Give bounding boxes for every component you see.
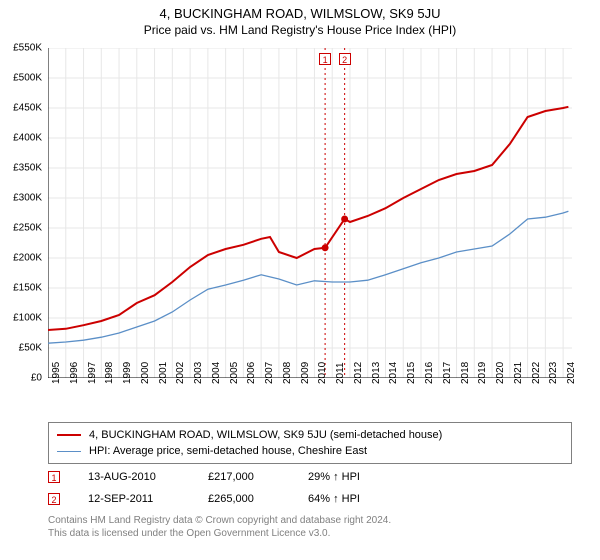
- transaction-date: 12-SEP-2011: [88, 493, 208, 505]
- x-axis-label: 2005: [229, 362, 240, 384]
- chart: £0£50K£100K£150K£200K£250K£300K£350K£400…: [48, 48, 572, 378]
- footer-line-1: Contains HM Land Registry data © Crown c…: [48, 514, 391, 527]
- legend: 4, BUCKINGHAM ROAD, WILMSLOW, SK9 5JU (s…: [48, 422, 572, 464]
- x-axis-label: 2010: [317, 362, 328, 384]
- transaction-table: 1 13-AUG-2010£217,00029% ↑ HPI 2 12-SEP-201…: [48, 466, 408, 510]
- y-axis-label: £150K: [13, 283, 42, 294]
- x-axis-label: 2021: [513, 362, 524, 384]
- y-axis-label: £300K: [13, 193, 42, 204]
- x-axis-label: 2011: [335, 362, 346, 384]
- transaction-marker: 2: [339, 53, 351, 65]
- transaction-number-box: 1: [48, 471, 60, 483]
- legend-item: 4, BUCKINGHAM ROAD, WILMSLOW, SK9 5JU (s…: [57, 427, 563, 443]
- y-axis-label: £0: [31, 373, 42, 384]
- x-axis-label: 2015: [406, 362, 417, 384]
- x-axis-label: 2008: [282, 362, 293, 384]
- x-axis-label: 2023: [548, 362, 559, 384]
- x-axis-label: 2024: [566, 362, 577, 384]
- x-axis-label: 2013: [371, 362, 382, 384]
- x-axis-label: 1997: [87, 362, 98, 384]
- x-axis-label: 2000: [140, 362, 151, 384]
- y-axis-label: £250K: [13, 223, 42, 234]
- x-axis-label: 2020: [495, 362, 506, 384]
- y-axis-label: £400K: [13, 133, 42, 144]
- x-axis-label: 1998: [104, 362, 115, 384]
- x-axis-label: 2019: [477, 362, 488, 384]
- legend-label: HPI: Average price, semi-detached house,…: [89, 445, 367, 457]
- footer-line-2: This data is licensed under the Open Gov…: [48, 527, 391, 540]
- transaction-hpi: 29% ↑ HPI: [308, 471, 408, 483]
- x-axis-label: 2009: [300, 362, 311, 384]
- x-axis-label: 2014: [388, 362, 399, 384]
- y-axis-label: £50K: [19, 343, 42, 354]
- transaction-row: 2 12-SEP-2011£265,00064% ↑ HPI: [48, 488, 408, 510]
- y-axis-label: £550K: [13, 43, 42, 54]
- chart-svg: [48, 48, 572, 378]
- transaction-marker: 1: [319, 53, 331, 65]
- x-axis-label: 1995: [51, 362, 62, 384]
- x-axis-label: 1996: [69, 362, 80, 384]
- x-axis-label: 2006: [246, 362, 257, 384]
- page-subtitle: Price paid vs. HM Land Registry's House …: [0, 21, 600, 37]
- y-axis-label: £350K: [13, 163, 42, 174]
- x-axis-label: 2004: [211, 362, 222, 384]
- legend-swatch: [57, 451, 81, 452]
- transaction-number-box: 2: [48, 493, 60, 505]
- x-axis-label: 2003: [193, 362, 204, 384]
- x-axis-label: 2002: [175, 362, 186, 384]
- legend-label: 4, BUCKINGHAM ROAD, WILMSLOW, SK9 5JU (s…: [89, 429, 442, 441]
- x-axis-label: 2016: [424, 362, 435, 384]
- x-axis-label: 2001: [158, 362, 169, 384]
- legend-swatch: [57, 434, 81, 436]
- x-axis-label: 2022: [531, 362, 542, 384]
- transaction-price: £217,000: [208, 471, 308, 483]
- legend-item: HPI: Average price, semi-detached house,…: [57, 443, 563, 459]
- transaction-date: 13-AUG-2010: [88, 471, 208, 483]
- page-title: 4, BUCKINGHAM ROAD, WILMSLOW, SK9 5JU: [0, 0, 600, 21]
- footer-license: Contains HM Land Registry data © Crown c…: [48, 514, 391, 540]
- y-axis-label: £200K: [13, 253, 42, 264]
- transaction-price: £265,000: [208, 493, 308, 505]
- x-axis-label: 2007: [264, 362, 275, 384]
- y-axis-label: £450K: [13, 103, 42, 114]
- y-axis-label: £500K: [13, 73, 42, 84]
- y-axis-label: £100K: [13, 313, 42, 324]
- x-axis-label: 2018: [460, 362, 471, 384]
- transaction-row: 1 13-AUG-2010£217,00029% ↑ HPI: [48, 466, 408, 488]
- transaction-hpi: 64% ↑ HPI: [308, 493, 408, 505]
- x-axis-label: 2017: [442, 362, 453, 384]
- x-axis-label: 2012: [353, 362, 364, 384]
- x-axis-label: 1999: [122, 362, 133, 384]
